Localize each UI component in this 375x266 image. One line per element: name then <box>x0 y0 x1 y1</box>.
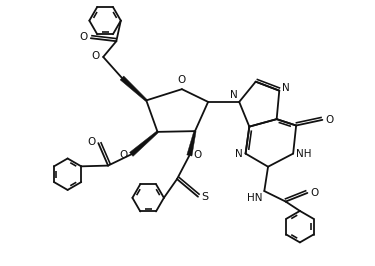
Polygon shape <box>187 131 196 156</box>
Text: O: O <box>310 188 318 198</box>
Polygon shape <box>120 76 147 101</box>
Text: N: N <box>282 84 290 93</box>
Text: O: O <box>325 115 333 125</box>
Text: O: O <box>80 32 88 43</box>
Text: N: N <box>235 149 243 159</box>
Text: O: O <box>194 150 202 160</box>
Text: S: S <box>201 192 208 202</box>
Text: N: N <box>230 90 238 100</box>
Text: O: O <box>87 137 95 147</box>
Text: O: O <box>91 51 99 61</box>
Text: HN: HN <box>246 193 262 203</box>
Text: O: O <box>177 76 185 85</box>
Text: NH: NH <box>296 149 312 159</box>
Text: O: O <box>119 150 128 160</box>
Polygon shape <box>130 131 158 156</box>
